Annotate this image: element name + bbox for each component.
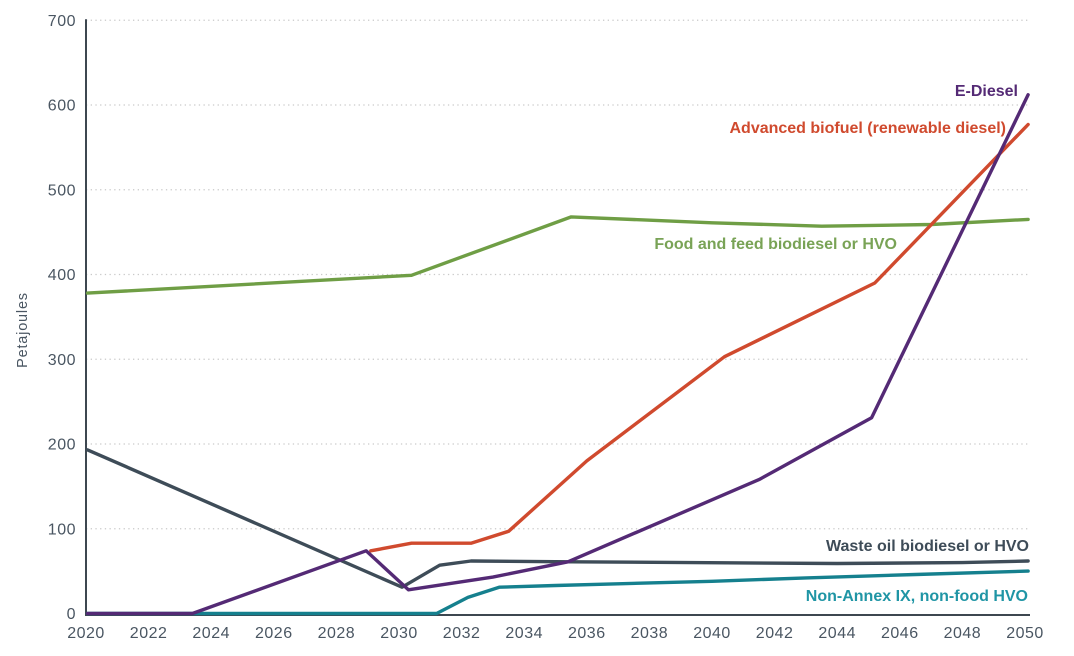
x-tick-label-2032: 2032 <box>443 625 481 642</box>
x-tick-label-2034: 2034 <box>505 625 543 642</box>
y-tick-label-700: 700 <box>48 13 76 30</box>
series-line-food-and-feed-biodiesel-or-hvo <box>85 215 1030 295</box>
x-tick-label-2050: 2050 <box>1006 625 1044 642</box>
series-label-food-and-feed-biodiesel-or-hvo: Food and feed biodiesel or HVO <box>654 236 897 253</box>
series-label-waste-oil-biodiesel-or-hvo: Waste oil biodiesel or HVO <box>826 538 1029 555</box>
series-line-advanced-biofuel-renewable-diesel <box>369 122 1030 553</box>
x-tick-label-2030: 2030 <box>380 625 418 642</box>
y-tick-label-600: 600 <box>48 98 76 115</box>
x-tick-label-2048: 2048 <box>944 625 982 642</box>
x-tick-label-2036: 2036 <box>568 625 606 642</box>
x-tick-label-2038: 2038 <box>631 625 669 642</box>
x-tick-label-2024: 2024 <box>192 625 230 642</box>
series-label-e-diesel: E-Diesel <box>955 83 1018 100</box>
y-tick-label-500: 500 <box>48 182 76 199</box>
x-tick-label-2028: 2028 <box>318 625 356 642</box>
series-line-waste-oil-biodiesel-or-hvo <box>85 448 1030 589</box>
x-tick-label-2044: 2044 <box>818 625 856 642</box>
y-tick-label-200: 200 <box>48 437 76 454</box>
series-line-non-annex-ix-non-food-hvo <box>85 569 1030 616</box>
series-line-e-diesel <box>85 93 1030 616</box>
x-tick-label-2046: 2046 <box>881 625 919 642</box>
y-tick-label-400: 400 <box>48 267 76 284</box>
x-tick-label-2040: 2040 <box>693 625 731 642</box>
y-tick-label-100: 100 <box>48 521 76 538</box>
y-tick-label-300: 300 <box>48 352 76 369</box>
series-label-advanced-biofuel-renewable-diesel: Advanced biofuel (renewable diesel) <box>729 120 1006 137</box>
y-axis-title: Petajoules <box>15 292 31 368</box>
x-tick-label-2020: 2020 <box>67 625 105 642</box>
x-tick-label-2022: 2022 <box>130 625 168 642</box>
x-tick-label-2026: 2026 <box>255 625 293 642</box>
x-tick-label-2042: 2042 <box>756 625 794 642</box>
y-tick-label-0: 0 <box>67 606 76 623</box>
series-label-non-annex-ix-non-food-hvo: Non-Annex IX, non-food HVO <box>806 588 1028 605</box>
